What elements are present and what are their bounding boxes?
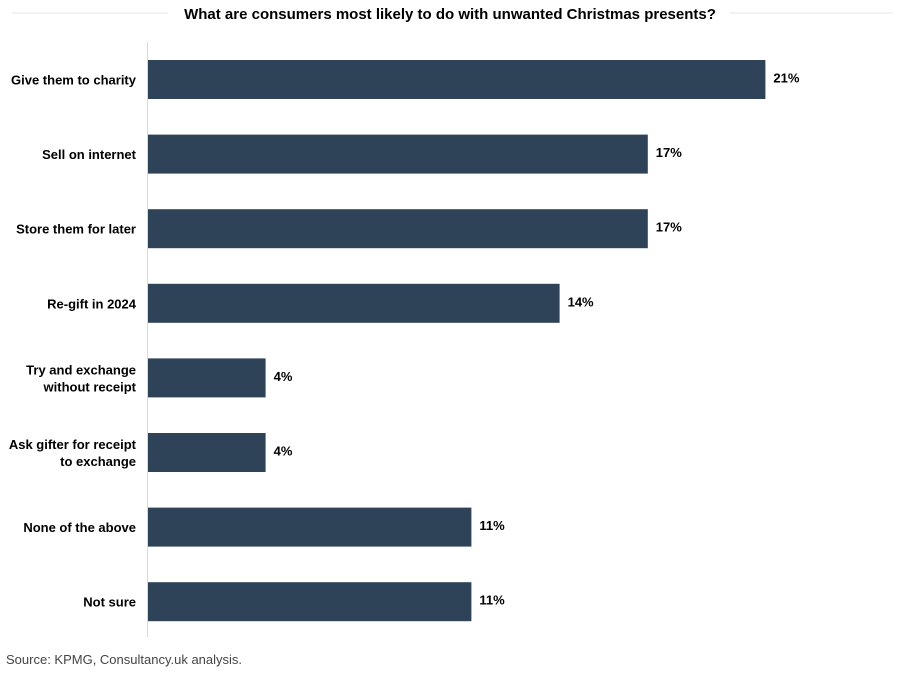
category-label-0: Give them to charity (11, 73, 137, 88)
value-label-7: 11% (479, 593, 505, 608)
value-label-2: 17% (656, 220, 682, 235)
category-label-4-line-0: Try and exchange (26, 362, 136, 377)
category-label-6: None of the above (23, 520, 136, 535)
category-label-5-line-1: to exchange (60, 454, 136, 469)
category-label-7: Not sure (83, 595, 136, 610)
value-label-3: 14% (568, 294, 594, 309)
chart-title: What are consumers most likely to do wit… (184, 6, 716, 23)
bar-5 (148, 433, 266, 472)
value-label-4: 4% (274, 369, 293, 384)
bar-1 (148, 134, 648, 174)
value-label-0: 21% (773, 71, 799, 86)
bar-0 (148, 60, 766, 99)
value-label-5: 4% (274, 444, 293, 459)
value-label-1: 17% (656, 145, 682, 160)
value-label-6: 11% (479, 518, 505, 533)
bar-4 (148, 358, 266, 398)
category-label-2: Store them for later (16, 222, 136, 237)
category-label-4-line-1: without receipt (43, 379, 137, 394)
bar-6 (148, 507, 472, 547)
source-note: Source: KPMG, Consultancy.uk analysis. (6, 652, 243, 667)
bar-chart: What are consumers most likely to do wit… (9, 6, 893, 637)
bars-group: 21% Give them to charity 17% Sell on intern… (9, 60, 800, 622)
category-label-3: Re-gift in 2024 (47, 296, 137, 311)
bar-7 (148, 582, 472, 622)
category-label-5-line-0: Ask gifter for receipt (9, 437, 137, 452)
bar-2 (148, 209, 648, 249)
category-label-1: Sell on internet (42, 147, 137, 162)
bar-3 (148, 283, 560, 323)
